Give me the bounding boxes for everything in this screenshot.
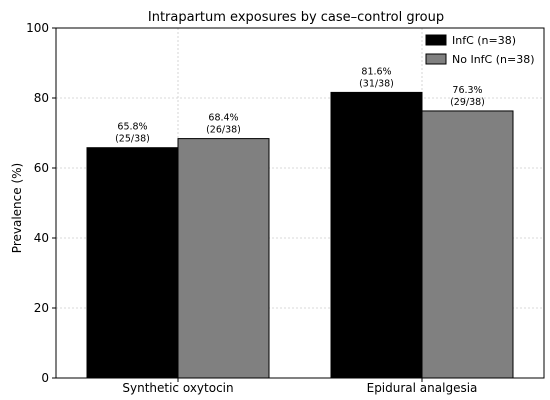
- data-label-count: (25/38): [115, 134, 150, 145]
- data-label-percent: 68.4%: [208, 113, 238, 124]
- y-axis-ticks: 0 20 40 60 80 100: [26, 21, 56, 385]
- data-label-percent: 76.3%: [452, 85, 482, 96]
- data-labels: 65.8%(25/38) 68.4%(26/38) 81.6%(31/38) 76.3…: [115, 66, 485, 144]
- plot-frame: [55, 27, 545, 379]
- legend-swatch: [425, 34, 447, 46]
- data-label-count: (26/38): [206, 125, 241, 136]
- x-tick-label: Epidural analgesia: [367, 381, 478, 395]
- legend-swatch: [425, 53, 447, 65]
- y-tick-label: 20: [34, 301, 49, 315]
- y-tick-label: 80: [34, 91, 49, 105]
- bar: [177, 138, 270, 379]
- data-label-count: (29/38): [450, 97, 485, 108]
- legend: InfC (n=38) No InfC (n=38): [425, 34, 535, 66]
- chart-title: Intrapartum exposures by case–control gr…: [148, 10, 444, 25]
- bar: [421, 110, 514, 379]
- bar: [86, 147, 179, 379]
- data-label-percent: 81.6%: [361, 66, 391, 77]
- y-axis-label: Prevalence (%): [10, 163, 24, 253]
- bars: [86, 91, 514, 379]
- bar: [330, 91, 423, 379]
- legend-label: InfC (n=38): [452, 34, 516, 47]
- y-tick-label: 40: [34, 231, 49, 245]
- data-label-count: (31/38): [359, 78, 394, 89]
- x-tick-label: Synthetic oxytocin: [122, 381, 233, 395]
- y-tick-label: 0: [41, 371, 49, 385]
- data-label-percent: 65.8%: [117, 122, 147, 133]
- legend-label: No InfC (n=38): [452, 53, 535, 66]
- y-tick-label: 60: [34, 161, 49, 175]
- x-axis-ticks: Synthetic oxytocin Epidural analgesia: [122, 378, 477, 395]
- y-tick-label: 100: [26, 21, 49, 35]
